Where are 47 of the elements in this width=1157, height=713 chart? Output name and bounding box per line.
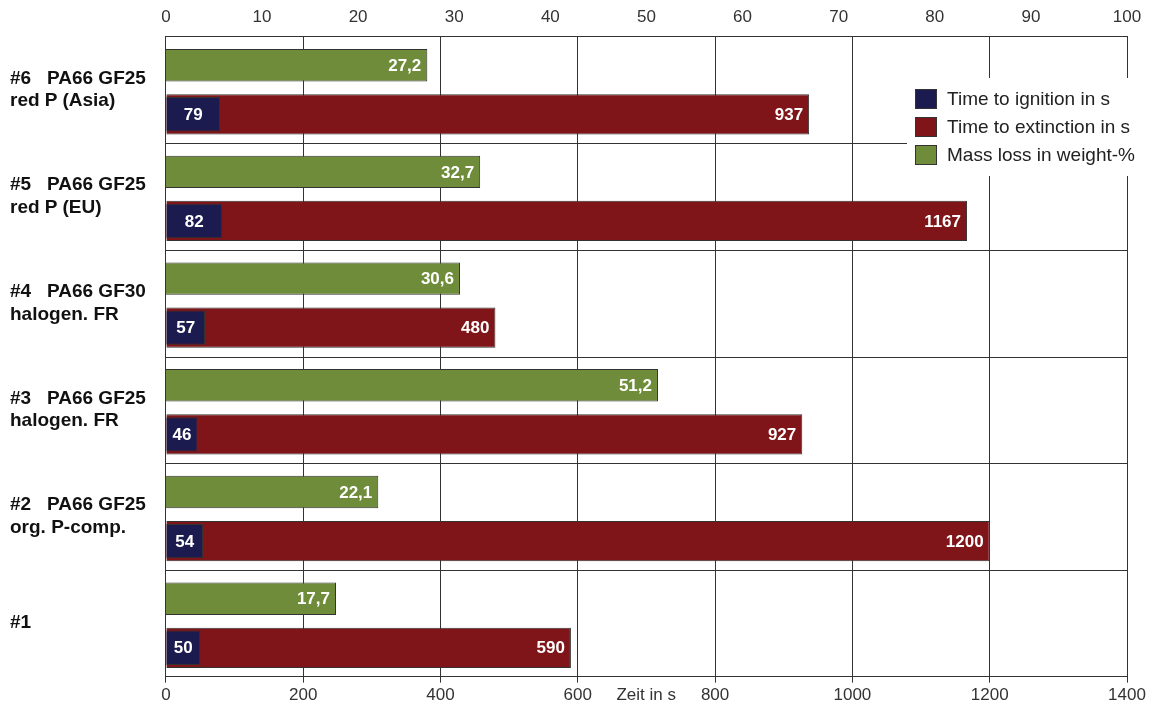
data-label: 1200: [945, 531, 984, 551]
x2-tick-label: 80: [925, 6, 945, 26]
data-label: 22,1: [339, 482, 373, 502]
legend-label: Time to ignition in s: [947, 88, 1111, 110]
y-tick-label: #5 PA66 GF25 red P (EU): [10, 173, 147, 218]
y-tick-label: #4 PA66 GF30 halogen. FR: [10, 279, 146, 324]
data-label: 32,7: [441, 162, 475, 182]
x2-tick-label: 90: [1021, 6, 1041, 26]
y-tick-label: #1: [10, 611, 32, 633]
data-label: 57: [176, 318, 196, 338]
data-label: 27,2: [388, 55, 422, 75]
x2-tick-label: 50: [636, 6, 656, 26]
data-label: 46: [172, 425, 192, 445]
data-label: 480: [461, 318, 490, 338]
data-label: 937: [774, 104, 804, 124]
data-label: 51,2: [618, 376, 652, 395]
y-tick-label: #6 PA66 GF25 red P (Asia): [10, 66, 147, 111]
y-tick-label: #2 PA66 GF25 org. P-comp.: [10, 493, 147, 538]
x-tick-label: 200: [289, 685, 318, 705]
x2-tick-label: 100: [1112, 6, 1142, 26]
x2-tick-label: 40: [540, 6, 560, 26]
data-label: 17,7: [296, 589, 330, 609]
x-tick-label: 400: [426, 685, 455, 705]
data-label: 927: [767, 425, 797, 445]
x-tick-label: 1000: [833, 685, 872, 705]
data-label: 82: [184, 211, 204, 231]
x-tick-label: 0: [161, 685, 171, 705]
x2-tick-label: 20: [348, 6, 368, 26]
x-axis-title: Zeit in s: [616, 684, 676, 705]
data-label: 79: [183, 104, 203, 124]
x-tick-label: 800: [700, 685, 730, 705]
x2-tick-label: 30: [444, 6, 464, 26]
y-tick-label: #3 PA66 GF25 halogen. FR: [10, 386, 147, 431]
legend-label: Mass loss in weight-%: [947, 144, 1135, 166]
data-label: 1167: [924, 211, 962, 231]
data-label: 54: [175, 531, 195, 551]
x-tick-label: 600: [563, 685, 592, 705]
x2-tick-label: 0: [161, 6, 171, 26]
x-tick-label: 1400: [1108, 685, 1146, 705]
legend-label: Time to extinction in s: [947, 116, 1131, 138]
x2-tick-label: 70: [829, 6, 849, 26]
data-label: 50: [173, 638, 193, 658]
x-tick-label: 1200: [970, 685, 1009, 705]
x2-tick-label: 60: [733, 6, 753, 26]
data-label: 30,6: [420, 269, 454, 289]
x2-tick-label: 10: [252, 6, 272, 26]
data-label: 590: [536, 638, 565, 658]
